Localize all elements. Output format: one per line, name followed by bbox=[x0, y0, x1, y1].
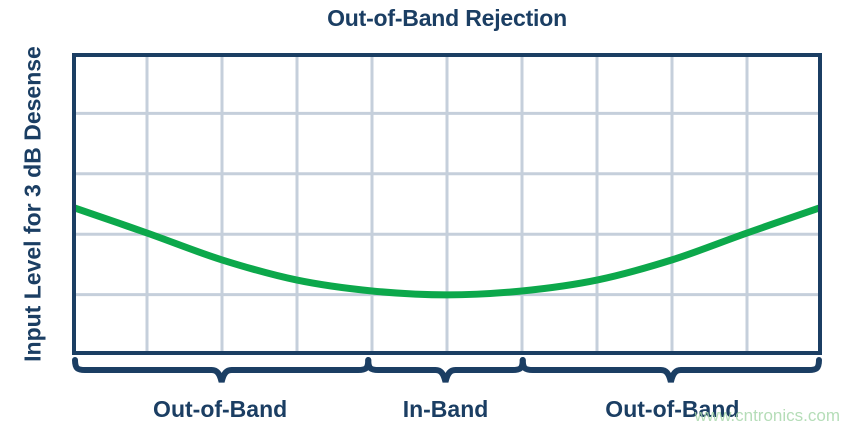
band-label-in-band: In-Band bbox=[402, 396, 489, 422]
band-label-out-of-band-left: Out-of-Band bbox=[153, 396, 288, 422]
band-label-out-of-band-right: Out-of-Band bbox=[605, 396, 740, 422]
y-axis-label: Input Level for 3 dB Desense bbox=[19, 46, 46, 362]
rejection-curve bbox=[72, 203, 822, 299]
band-brace-0 bbox=[72, 357, 372, 383]
chart-title: Out-of-Band Rejection bbox=[327, 5, 567, 31]
plot-area bbox=[72, 53, 822, 355]
band-brace-1 bbox=[365, 357, 526, 383]
band-brace-2 bbox=[519, 357, 822, 383]
watermark-text: www.cntronics.com bbox=[694, 406, 840, 425]
plot-border bbox=[72, 53, 822, 355]
band-braces bbox=[72, 357, 822, 383]
